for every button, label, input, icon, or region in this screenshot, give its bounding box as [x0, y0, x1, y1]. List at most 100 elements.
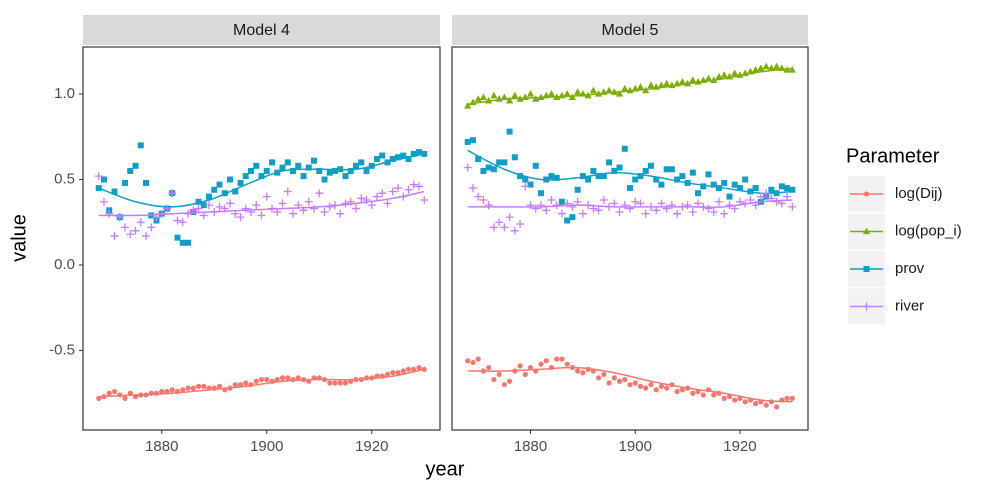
- point: [657, 199, 666, 208]
- point: [599, 196, 608, 205]
- smooth-line: [98, 153, 425, 208]
- smooth-line: [467, 67, 793, 106]
- point: [704, 74, 713, 82]
- point: [390, 370, 396, 376]
- point: [663, 166, 670, 173]
- point: [600, 173, 607, 180]
- point: [679, 173, 686, 180]
- point: [616, 164, 623, 171]
- point: [342, 173, 349, 180]
- legend-label: log(pop_i): [895, 222, 962, 239]
- point: [554, 356, 560, 362]
- point: [653, 387, 659, 393]
- point: [400, 152, 407, 159]
- point: [169, 387, 175, 393]
- point: [579, 173, 586, 180]
- point: [658, 181, 665, 188]
- x-tick-label: 1920: [355, 438, 388, 455]
- point: [632, 380, 638, 386]
- point: [469, 137, 476, 144]
- point: [526, 90, 535, 97]
- point: [416, 149, 422, 156]
- strip: [83, 15, 440, 45]
- point: [163, 204, 171, 213]
- point: [784, 185, 791, 192]
- point: [111, 388, 118, 395]
- point: [788, 202, 797, 211]
- point: [332, 380, 338, 386]
- point: [395, 370, 401, 376]
- point: [465, 358, 471, 364]
- point: [179, 239, 186, 246]
- point: [400, 368, 406, 374]
- point: [159, 388, 165, 395]
- point: [532, 162, 539, 169]
- point: [262, 192, 271, 201]
- point: [216, 181, 223, 188]
- point: [194, 204, 203, 213]
- point: [253, 378, 259, 384]
- point: [663, 79, 671, 87]
- point: [595, 173, 602, 180]
- point: [320, 207, 329, 216]
- point: [474, 192, 483, 201]
- point: [511, 91, 519, 99]
- point: [336, 209, 345, 218]
- point: [122, 395, 128, 401]
- point: [132, 162, 139, 169]
- point: [304, 197, 313, 206]
- point: [553, 174, 560, 181]
- point: [510, 226, 519, 235]
- y-tick-label: -0.5: [49, 341, 75, 358]
- point: [652, 206, 661, 215]
- point: [578, 209, 587, 218]
- point: [695, 190, 702, 197]
- point: [501, 159, 508, 166]
- point: [100, 197, 108, 206]
- point: [420, 196, 429, 205]
- point: [195, 383, 202, 389]
- point: [358, 159, 365, 166]
- point: [683, 201, 692, 210]
- point: [242, 173, 249, 180]
- point: [527, 181, 534, 188]
- smooth-line: [467, 366, 793, 403]
- point: [216, 383, 223, 389]
- point: [258, 376, 265, 383]
- point: [384, 371, 391, 378]
- point: [237, 179, 244, 186]
- point: [379, 152, 386, 159]
- point: [153, 390, 160, 396]
- point: [653, 176, 660, 183]
- point: [115, 213, 124, 222]
- point: [788, 66, 796, 73]
- point: [378, 189, 387, 198]
- point: [131, 226, 140, 235]
- point: [367, 201, 376, 210]
- point: [342, 380, 349, 386]
- point: [357, 194, 366, 203]
- legend-label: river: [895, 297, 924, 314]
- point: [505, 213, 514, 222]
- point: [700, 183, 707, 190]
- x-tick-label: 1880: [145, 438, 178, 455]
- point: [500, 223, 509, 232]
- point: [647, 81, 655, 89]
- panel-title: Model 4: [233, 22, 290, 39]
- point: [409, 180, 418, 189]
- point: [305, 164, 312, 171]
- point: [557, 209, 566, 218]
- point: [575, 368, 581, 374]
- point: [353, 162, 359, 169]
- point: [190, 385, 196, 391]
- point: [269, 159, 275, 166]
- point: [121, 223, 129, 232]
- point: [627, 185, 633, 192]
- point: [547, 196, 556, 205]
- point: [475, 356, 481, 362]
- point: [768, 186, 775, 193]
- point: [621, 145, 628, 152]
- point: [486, 364, 492, 371]
- point: [783, 192, 792, 201]
- point: [232, 188, 239, 195]
